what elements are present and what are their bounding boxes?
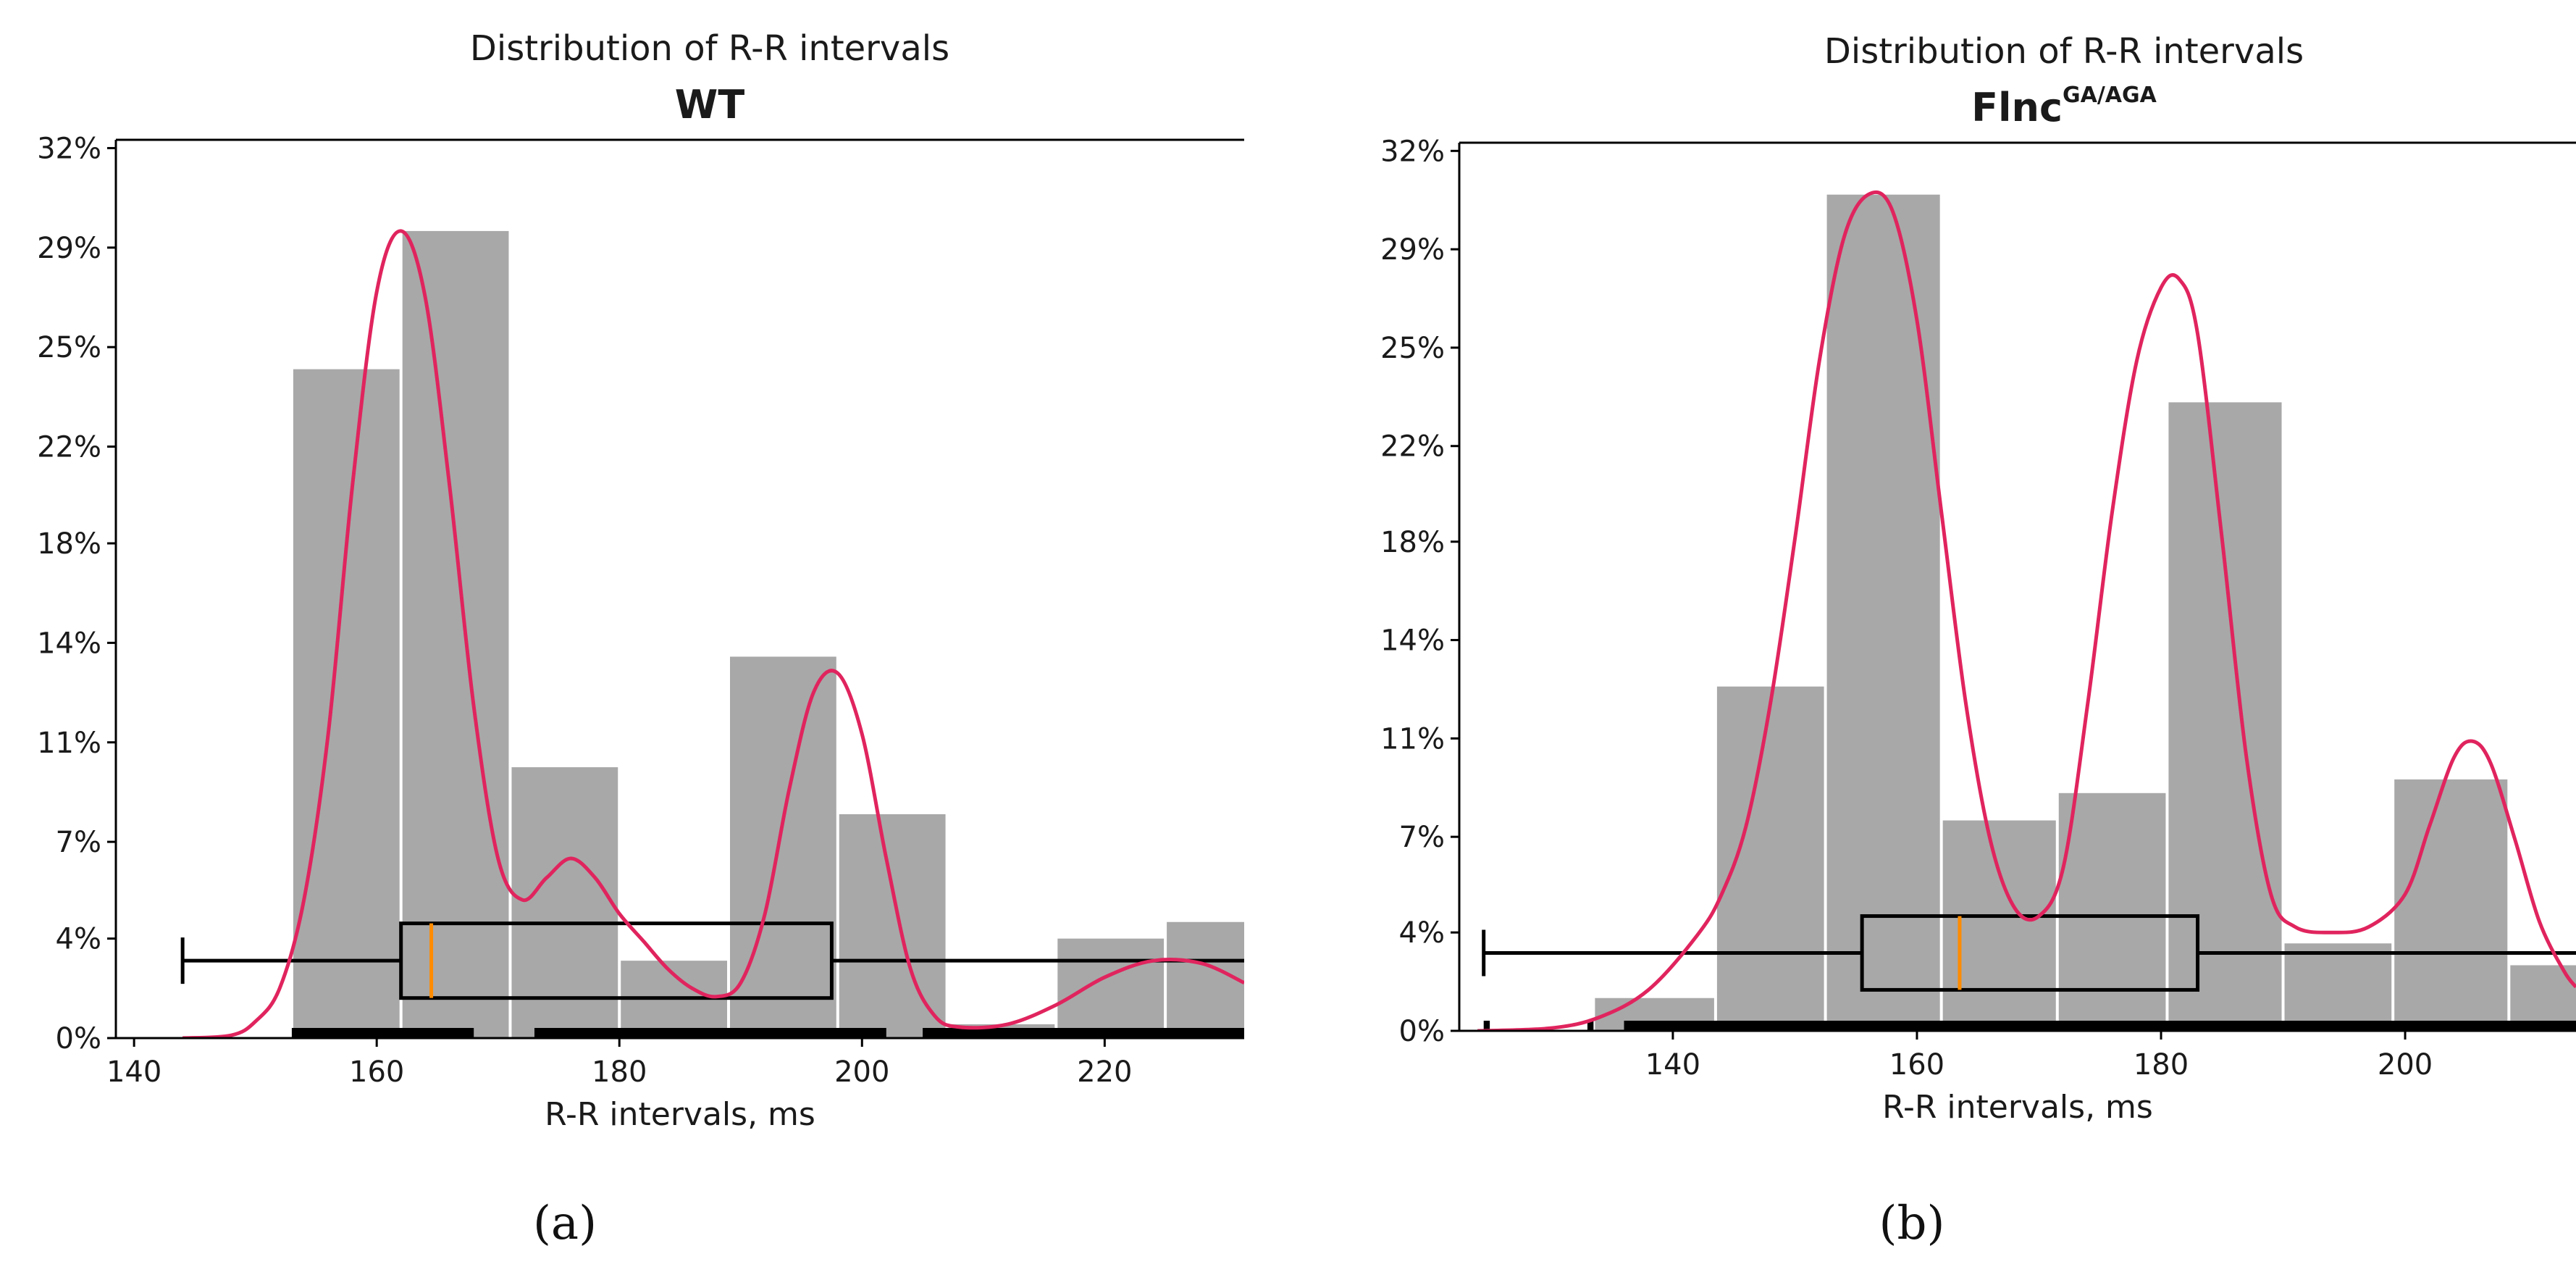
histogram-bar xyxy=(1167,921,1244,1038)
chart-flnc: 0% 4% 7% 11% 14% 18% 22% 25% 29% 32% 140 160 180 200 R… xyxy=(1380,31,2576,1250)
chart-subtitle-superscript: GA/AGA xyxy=(2063,83,2157,108)
y-tick-label: 0% xyxy=(1399,1015,1445,1048)
histogram-bar xyxy=(1942,820,2056,1031)
kde-curve xyxy=(182,229,1244,1038)
y-tick-label: 7% xyxy=(1399,821,1445,854)
x-tick-label: 180 xyxy=(592,1055,647,1089)
x-tick-label: 180 xyxy=(2134,1048,2189,1082)
panel-label: (b) xyxy=(1879,1197,1945,1250)
panel-label: (a) xyxy=(533,1197,597,1250)
plot-area xyxy=(180,229,1244,1038)
chart-subtitle: FlncGA/AGA xyxy=(1971,83,2157,130)
y-tick-label: 25% xyxy=(1380,332,1445,365)
x-axis-label: R-R intervals, ms xyxy=(545,1096,815,1133)
histogram-bar xyxy=(2168,402,2282,1031)
histogram-bar xyxy=(730,656,836,1038)
boxplot-box xyxy=(1860,914,2200,992)
histogram-bar xyxy=(402,230,509,1038)
chart-title: Distribution of R-R intervals xyxy=(1824,31,2304,72)
x-tick-label: 140 xyxy=(106,1055,161,1089)
boxplot-box xyxy=(399,921,834,1000)
y-tick-label: 0% xyxy=(56,1022,101,1055)
x-axis-label: R-R intervals, ms xyxy=(1882,1089,2153,1126)
histogram-bar xyxy=(293,369,400,1038)
y-tick-label: 22% xyxy=(1380,430,1445,464)
x-tick-label: 200 xyxy=(834,1055,889,1089)
x-tick-label: 160 xyxy=(1889,1048,1944,1082)
y-tick-label: 29% xyxy=(1380,233,1445,267)
histogram-bar xyxy=(839,814,946,1038)
rug-mark xyxy=(291,1028,474,1038)
y-tick-label: 29% xyxy=(37,232,101,265)
y-tick-label: 25% xyxy=(37,331,101,364)
x-tick-label: 160 xyxy=(349,1055,404,1089)
y-tick-label: 32% xyxy=(37,132,101,165)
y-tick-label: 18% xyxy=(37,527,101,561)
y-tick-label: 4% xyxy=(1399,916,1445,950)
y-tick-label: 18% xyxy=(1380,526,1445,559)
y-tick-label: 11% xyxy=(1380,722,1445,756)
y-tick-label: 7% xyxy=(56,826,101,859)
y-tick-label: 32% xyxy=(1380,135,1445,168)
rug-mark xyxy=(534,1028,886,1038)
x-tick-label: 220 xyxy=(1077,1055,1132,1089)
plot-area xyxy=(1477,190,2576,1031)
chart-wt: 0% 4% 7% 11% 14% 18% 22% 25% 29% 32% 140 160 180 200 2… xyxy=(37,28,1244,1250)
histogram-bar xyxy=(1716,686,1824,1031)
y-tick-label: 4% xyxy=(56,923,101,956)
y-tick-label: 14% xyxy=(1380,624,1445,658)
y-tick-label: 11% xyxy=(37,727,101,760)
rug-mark xyxy=(1587,1021,1594,1031)
rug-mark xyxy=(1624,1021,2576,1031)
histogram-bar xyxy=(2394,779,2508,1031)
chart-subtitle-text: Flnc xyxy=(1971,85,2063,130)
rug-mark xyxy=(923,1028,1244,1038)
histogram-bar xyxy=(2284,943,2392,1031)
histogram-bar xyxy=(511,767,618,1038)
kde-curve xyxy=(1477,190,2576,1031)
x-tick-label: 200 xyxy=(2378,1048,2433,1082)
chart-subtitle: WT xyxy=(675,82,745,127)
histogram-bar xyxy=(2058,793,2166,1031)
chart-title: Distribution of R-R intervals xyxy=(470,28,949,69)
x-tick-label: 140 xyxy=(1645,1048,1700,1082)
histogram-bar xyxy=(1057,938,1165,1038)
rug-mark xyxy=(1483,1021,1490,1031)
y-tick-label: 14% xyxy=(37,627,101,660)
histogram-bar xyxy=(1826,194,1940,1031)
chart-subtitle-text: WT xyxy=(675,82,745,127)
y-tick-label: 22% xyxy=(37,431,101,464)
